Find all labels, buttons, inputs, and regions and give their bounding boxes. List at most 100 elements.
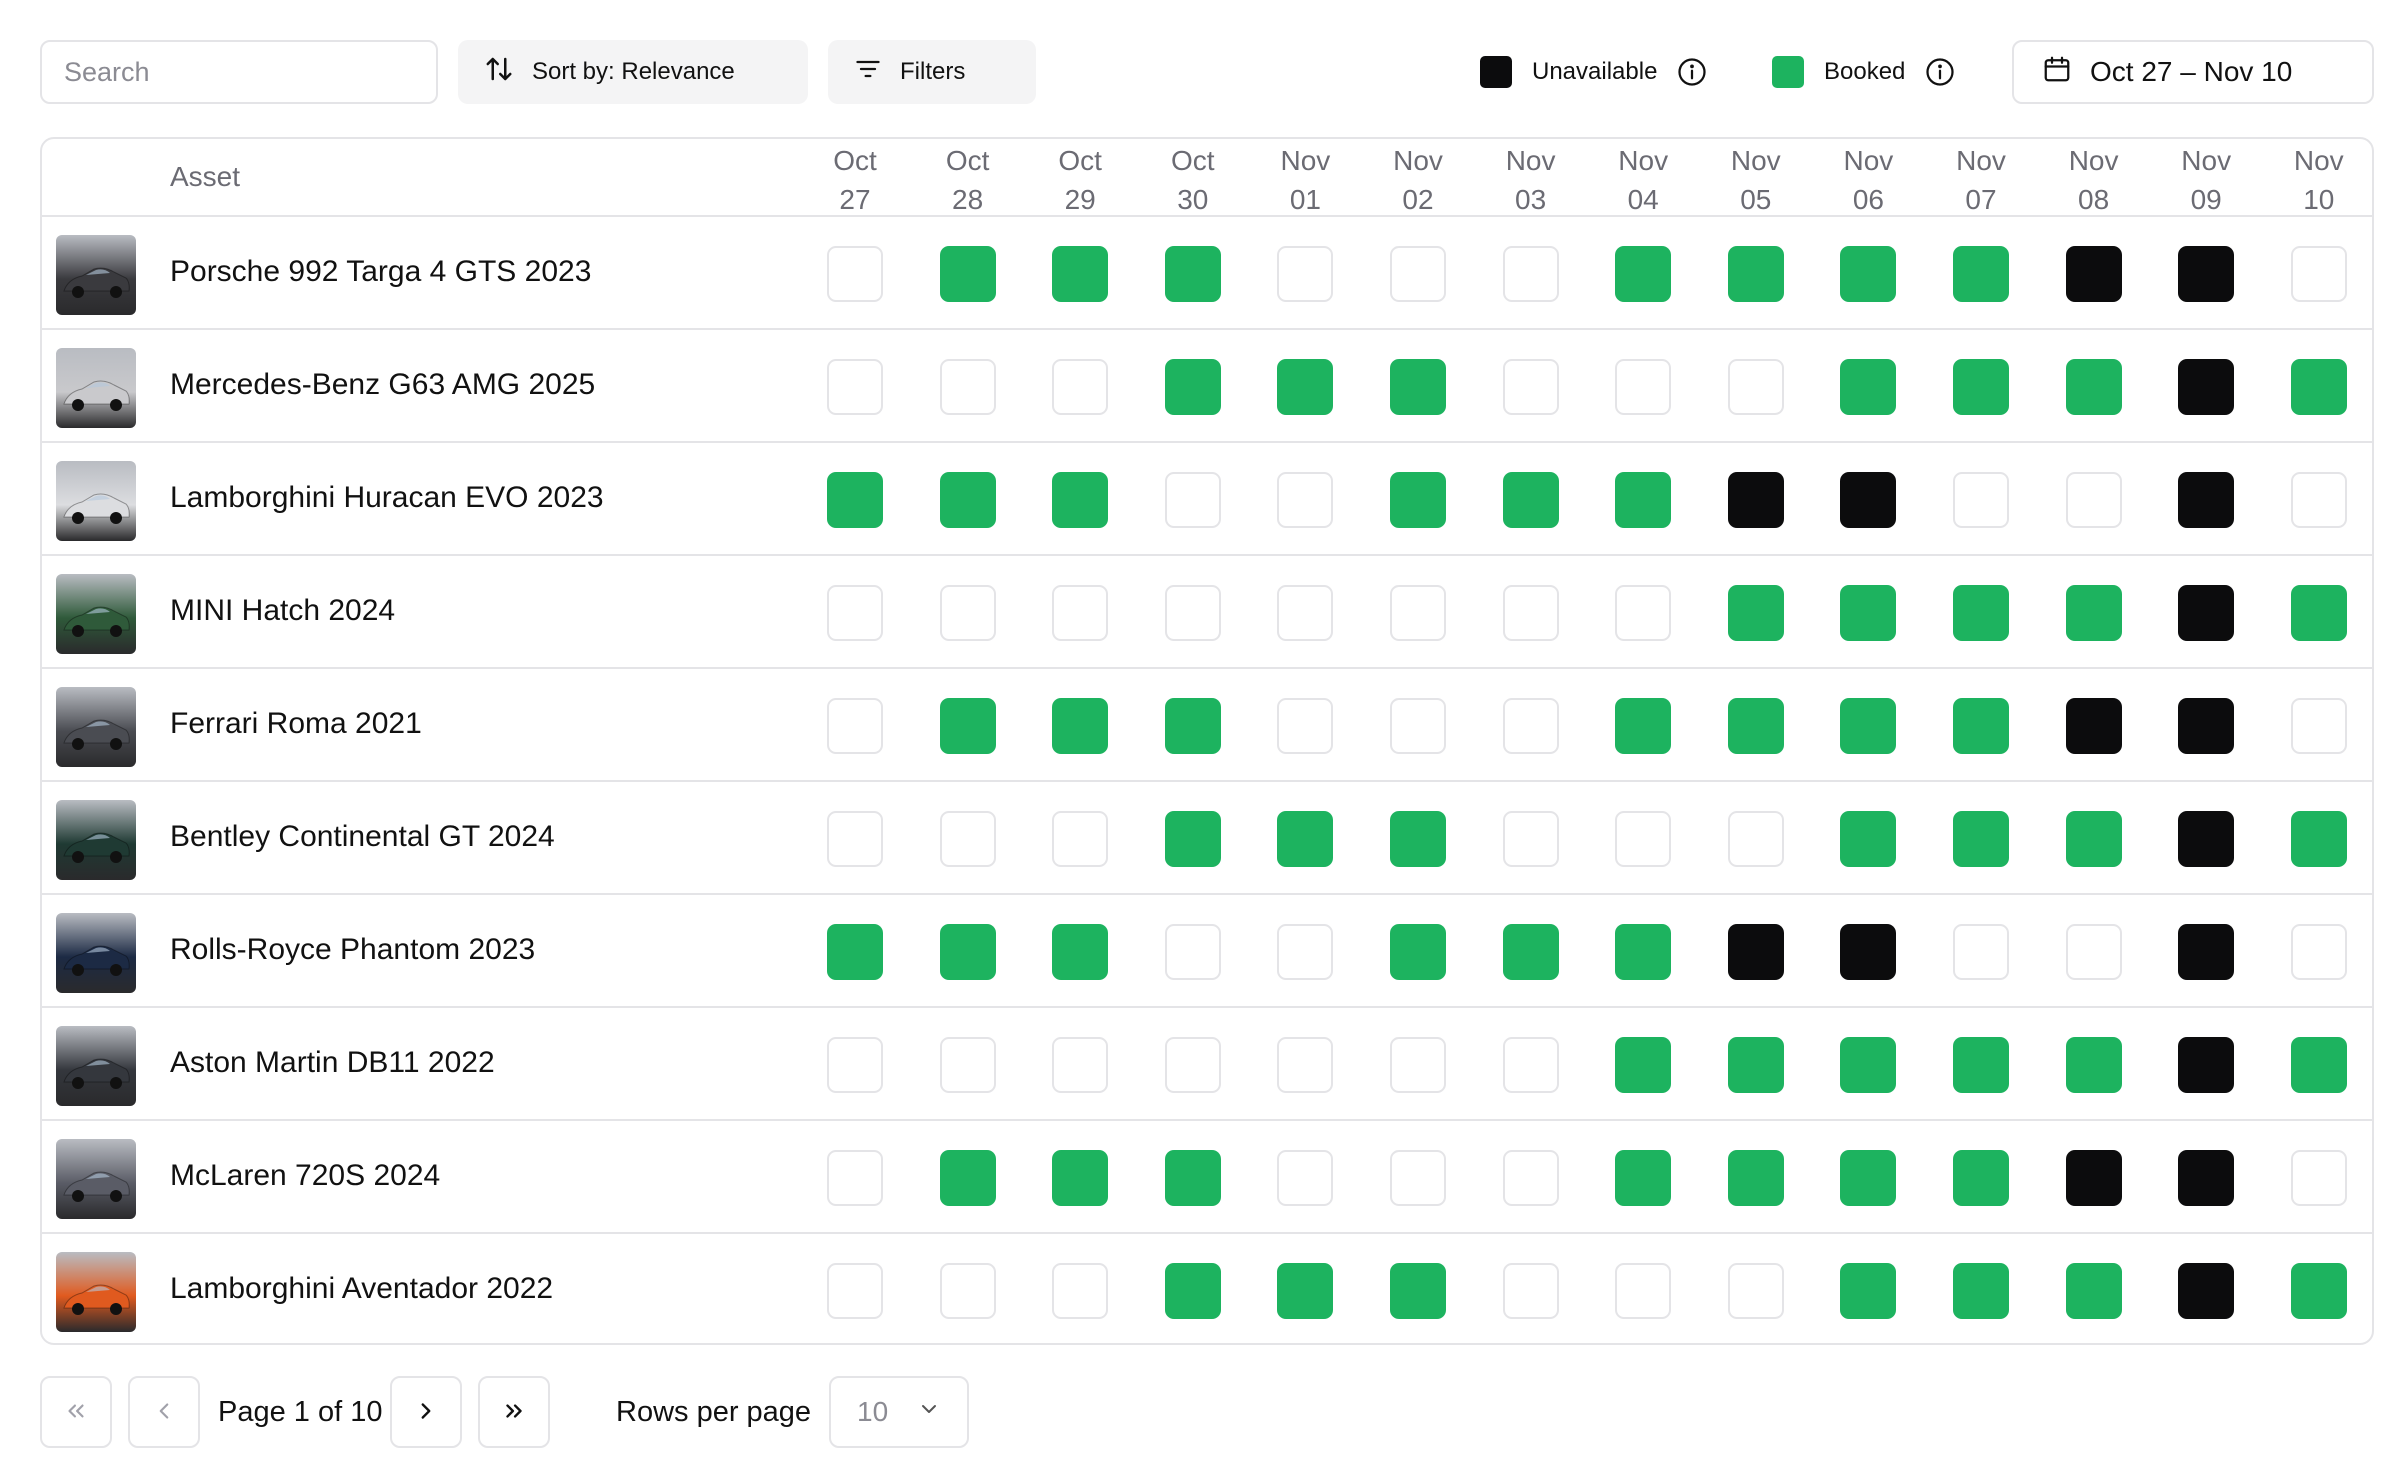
availability-cell-free[interactable] (827, 698, 883, 754)
availability-cell-booked[interactable] (1615, 472, 1672, 528)
availability-cell-free[interactable] (1052, 1263, 1109, 1319)
sort-button[interactable]: Sort by: Relevance (458, 40, 808, 104)
availability-cell-booked[interactable] (1277, 1263, 1334, 1319)
availability-cell-booked[interactable] (1953, 1150, 2009, 1206)
availability-cell-booked[interactable] (1840, 1150, 1897, 1206)
filters-button[interactable]: Filters (828, 40, 1036, 104)
availability-cell-booked[interactable] (1840, 359, 1897, 415)
availability-cell-unavailable[interactable] (2178, 698, 2235, 754)
availability-cell-free[interactable] (827, 1150, 883, 1206)
availability-cell-free[interactable] (1615, 359, 1672, 415)
availability-cell-free[interactable] (939, 1263, 996, 1319)
availability-cell-free[interactable] (1502, 1263, 1559, 1319)
availability-cell-free[interactable] (1052, 811, 1109, 867)
availability-cell-booked[interactable] (2065, 359, 2122, 415)
availability-cell-booked[interactable] (2065, 1263, 2122, 1319)
availability-cell-free[interactable] (1727, 359, 1784, 415)
availability-cell-free[interactable] (1502, 359, 1559, 415)
availability-cell-booked[interactable] (1727, 1150, 1784, 1206)
availability-cell-booked[interactable] (1840, 811, 1897, 867)
availability-cell-booked[interactable] (1953, 246, 2009, 302)
search-input[interactable] (40, 40, 438, 104)
table-row[interactable]: McLaren 720S 2024 (42, 1121, 2372, 1234)
availability-cell-free[interactable] (1277, 1037, 1334, 1093)
availability-cell-booked[interactable] (1277, 811, 1334, 867)
availability-cell-booked[interactable] (1953, 698, 2009, 754)
availability-cell-booked[interactable] (1052, 472, 1109, 528)
first-page-button[interactable] (40, 1376, 112, 1448)
availability-cell-unavailable[interactable] (2065, 1150, 2122, 1206)
availability-cell-free[interactable] (2065, 472, 2122, 528)
availability-cell-free[interactable] (2290, 924, 2347, 980)
availability-cell-free[interactable] (1277, 924, 1334, 980)
availability-cell-free[interactable] (1277, 585, 1334, 641)
availability-cell-booked[interactable] (1390, 811, 1446, 867)
availability-cell-free[interactable] (1390, 246, 1446, 302)
availability-cell-unavailable[interactable] (2178, 924, 2235, 980)
availability-cell-free[interactable] (827, 811, 883, 867)
availability-cell-free[interactable] (1277, 698, 1334, 754)
availability-cell-booked[interactable] (1840, 1263, 1897, 1319)
availability-cell-booked[interactable] (1727, 1037, 1784, 1093)
availability-cell-free[interactable] (827, 585, 883, 641)
availability-cell-free[interactable] (1164, 924, 1221, 980)
availability-cell-booked[interactable] (1390, 472, 1446, 528)
availability-cell-free[interactable] (827, 359, 883, 415)
table-row[interactable]: Mercedes-Benz G63 AMG 2025 (42, 330, 2372, 443)
availability-cell-unavailable[interactable] (1840, 924, 1897, 980)
availability-cell-booked[interactable] (1953, 1263, 2009, 1319)
availability-cell-free[interactable] (1390, 1150, 1446, 1206)
availability-cell-booked[interactable] (939, 924, 996, 980)
table-row[interactable]: Rolls-Royce Phantom 2023 (42, 895, 2372, 1008)
availability-cell-free[interactable] (1164, 585, 1221, 641)
availability-cell-booked[interactable] (1615, 246, 1672, 302)
availability-cell-free[interactable] (1615, 811, 1672, 867)
availability-cell-booked[interactable] (1277, 359, 1334, 415)
availability-cell-booked[interactable] (1164, 246, 1221, 302)
availability-cell-booked[interactable] (1164, 1150, 1221, 1206)
availability-cell-booked[interactable] (1840, 585, 1897, 641)
availability-cell-free[interactable] (1390, 698, 1446, 754)
availability-cell-free[interactable] (1052, 359, 1109, 415)
table-row[interactable]: Aston Martin DB11 2022 (42, 1008, 2372, 1121)
availability-cell-unavailable[interactable] (1840, 472, 1897, 528)
availability-cell-booked[interactable] (1727, 246, 1784, 302)
availability-cell-booked[interactable] (1615, 698, 1672, 754)
availability-cell-booked[interactable] (1164, 698, 1221, 754)
availability-cell-unavailable[interactable] (2178, 811, 2235, 867)
availability-cell-booked[interactable] (1840, 246, 1897, 302)
availability-cell-free[interactable] (1164, 1037, 1221, 1093)
availability-cell-booked[interactable] (939, 1150, 996, 1206)
availability-cell-booked[interactable] (939, 246, 996, 302)
availability-cell-booked[interactable] (2290, 1263, 2347, 1319)
availability-cell-free[interactable] (1502, 1037, 1559, 1093)
availability-cell-booked[interactable] (1727, 698, 1784, 754)
table-row[interactable]: MINI Hatch 2024 (42, 556, 2372, 669)
availability-cell-booked[interactable] (1953, 359, 2009, 415)
availability-cell-booked[interactable] (827, 472, 883, 528)
availability-cell-free[interactable] (2290, 698, 2347, 754)
availability-cell-unavailable[interactable] (2178, 1150, 2235, 1206)
availability-cell-free[interactable] (1615, 1263, 1672, 1319)
availability-cell-free[interactable] (1390, 1037, 1446, 1093)
availability-cell-booked[interactable] (1615, 924, 1672, 980)
availability-cell-free[interactable] (1953, 472, 2009, 528)
availability-cell-free[interactable] (1502, 811, 1559, 867)
availability-cell-unavailable[interactable] (2178, 246, 2235, 302)
availability-cell-free[interactable] (1502, 585, 1559, 641)
availability-cell-unavailable[interactable] (2178, 472, 2235, 528)
availability-cell-booked[interactable] (1052, 1150, 1109, 1206)
info-icon[interactable] (1677, 57, 1707, 87)
availability-cell-free[interactable] (1277, 1150, 1334, 1206)
availability-cell-free[interactable] (939, 1037, 996, 1093)
availability-cell-unavailable[interactable] (2178, 1263, 2235, 1319)
availability-cell-free[interactable] (2290, 472, 2347, 528)
availability-cell-unavailable[interactable] (2065, 698, 2122, 754)
availability-cell-booked[interactable] (1727, 585, 1784, 641)
availability-cell-free[interactable] (2290, 246, 2347, 302)
rows-per-page-select[interactable]: 10 (829, 1376, 969, 1448)
availability-cell-booked[interactable] (1052, 924, 1109, 980)
availability-cell-booked[interactable] (2290, 585, 2347, 641)
availability-cell-unavailable[interactable] (1727, 472, 1784, 528)
availability-cell-booked[interactable] (1164, 359, 1221, 415)
